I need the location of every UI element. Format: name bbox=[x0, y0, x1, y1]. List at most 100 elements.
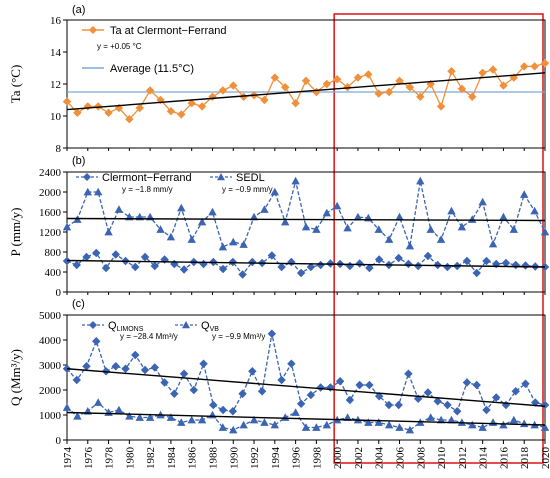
data-point bbox=[394, 400, 403, 410]
data-point bbox=[531, 398, 540, 407]
data-point bbox=[92, 248, 101, 258]
x-tick-label: 2012 bbox=[457, 447, 469, 469]
y-tick-label: 16 bbox=[50, 15, 62, 27]
data-point bbox=[343, 83, 352, 92]
y-tick-label: 2400 bbox=[39, 167, 62, 179]
data-point bbox=[384, 420, 394, 429]
series-line bbox=[66, 333, 546, 413]
data-point bbox=[93, 398, 103, 406]
data-point bbox=[291, 408, 300, 416]
x-tick-label: 1978 bbox=[104, 447, 116, 470]
legend-marker-qvb bbox=[182, 321, 190, 329]
data-point bbox=[520, 62, 529, 71]
data-point bbox=[404, 369, 413, 378]
data-point bbox=[416, 176, 425, 185]
data-point bbox=[316, 383, 325, 392]
x-tick-label: 1974 bbox=[62, 447, 74, 470]
data-point bbox=[335, 377, 345, 386]
data-point bbox=[436, 102, 446, 111]
data-point bbox=[150, 363, 159, 372]
data-point bbox=[277, 375, 286, 385]
data-point bbox=[121, 364, 130, 373]
data-point bbox=[125, 412, 134, 420]
data-point bbox=[343, 223, 352, 232]
data-point bbox=[249, 212, 259, 221]
data-point bbox=[312, 423, 321, 431]
y-tick-label: 1000 bbox=[39, 410, 62, 422]
data-point bbox=[208, 410, 217, 419]
data-point bbox=[260, 418, 269, 426]
data-point bbox=[416, 92, 425, 101]
data-point bbox=[218, 264, 228, 274]
data-point bbox=[150, 261, 159, 271]
data-point bbox=[423, 388, 433, 397]
data-point bbox=[423, 251, 433, 261]
data-point bbox=[540, 227, 550, 236]
data-point bbox=[92, 337, 101, 346]
data-point bbox=[395, 423, 404, 431]
data-point bbox=[114, 205, 124, 213]
data-point bbox=[316, 260, 325, 270]
x-tick-label: 2014 bbox=[478, 447, 490, 470]
y-axis-title: Q (Mm³/y) bbox=[8, 349, 23, 406]
data-point bbox=[111, 362, 120, 371]
legend-label-qlimons-sub: LIMONS bbox=[117, 326, 144, 333]
x-tick-label: 1996 bbox=[291, 447, 303, 470]
data-point bbox=[384, 87, 394, 97]
data-point bbox=[239, 420, 248, 429]
data-point bbox=[404, 259, 413, 269]
data-point bbox=[125, 115, 134, 124]
legend-label-qvb-main: Q bbox=[201, 320, 210, 332]
data-point bbox=[374, 392, 384, 401]
data-point bbox=[177, 418, 186, 426]
data-point bbox=[260, 205, 269, 213]
data-point bbox=[394, 253, 403, 263]
x-tick-label: 2018 bbox=[519, 447, 531, 470]
data-point bbox=[111, 250, 120, 259]
data-point bbox=[468, 92, 477, 101]
trend-note-a: y = +0.05 °C bbox=[97, 42, 142, 51]
data-point bbox=[301, 76, 311, 85]
panel-letter: (b) bbox=[72, 155, 85, 167]
data-point bbox=[436, 235, 446, 243]
legend-label-cf: Clermont−Ferrand bbox=[102, 172, 192, 184]
data-point bbox=[530, 206, 539, 215]
plot-frame bbox=[66, 314, 546, 441]
data-point bbox=[355, 380, 364, 390]
data-point bbox=[166, 107, 176, 116]
data-point bbox=[218, 86, 228, 95]
data-point bbox=[322, 79, 331, 89]
y-tick-label: 10 bbox=[50, 111, 62, 123]
x-tick-label: 1988 bbox=[207, 447, 219, 470]
y-tick-label: 1200 bbox=[39, 227, 62, 239]
trend-line bbox=[66, 411, 546, 426]
data-point bbox=[281, 83, 290, 92]
data-point bbox=[453, 407, 462, 416]
data-point bbox=[270, 420, 280, 429]
legend-label-qlimons-main: Q bbox=[108, 320, 117, 332]
data-point bbox=[257, 387, 267, 396]
trend-note-b1: y = −1.8 mm/y bbox=[122, 185, 173, 194]
data-point bbox=[187, 415, 196, 424]
data-point bbox=[197, 415, 207, 424]
trend-line bbox=[66, 259, 546, 268]
data-point bbox=[462, 378, 472, 387]
data-point bbox=[443, 400, 452, 410]
data-point bbox=[405, 241, 415, 250]
x-tick-label: 1992 bbox=[249, 447, 261, 469]
legend-label-qvb-sub: VB bbox=[210, 326, 220, 333]
data-point bbox=[177, 203, 186, 212]
data-point bbox=[140, 252, 150, 262]
data-point bbox=[312, 225, 321, 233]
data-point bbox=[499, 212, 508, 221]
y-axis-title: Ta (°C) bbox=[8, 65, 23, 104]
x-tick-label: 1998 bbox=[311, 447, 323, 470]
data-point bbox=[468, 420, 477, 429]
data-point bbox=[365, 263, 374, 273]
x-tick-label: 1986 bbox=[187, 447, 199, 470]
legend-label-qlimons: QLIMONS bbox=[108, 320, 144, 333]
data-point bbox=[291, 99, 300, 108]
data-point bbox=[104, 108, 113, 117]
data-point bbox=[287, 257, 296, 267]
